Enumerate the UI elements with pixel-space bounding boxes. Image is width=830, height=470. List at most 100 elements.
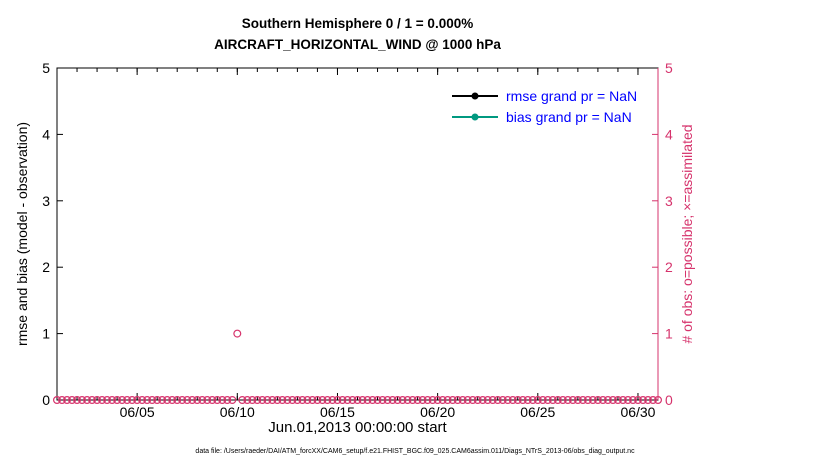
y-right-tick-label: 4 — [665, 126, 673, 142]
y-left-tick-label: 2 — [42, 259, 50, 275]
possible-obs-marker — [438, 396, 447, 405]
possible-obs-marker — [383, 396, 392, 405]
legend-label-bias: bias grand pr = NaN — [506, 108, 632, 125]
possible-obs-marker — [213, 396, 222, 405]
y-right-tick-label: 5 — [665, 60, 673, 76]
possible-obs-marker — [463, 396, 472, 405]
chart-title-line2: AIRCRAFT_HORIZONTAL_WIND @ 1000 hPa — [214, 37, 501, 52]
possible-obs-marker — [288, 396, 297, 405]
possible-obs-marker — [278, 396, 287, 405]
bias-marker-dot — [471, 113, 479, 120]
possible-obs-marker — [488, 396, 497, 405]
x-tick-label: 06/10 — [220, 404, 255, 420]
rmse-marker-dot — [471, 92, 479, 99]
possible-obs-marker — [613, 396, 622, 405]
possible-obs-marker — [243, 396, 252, 405]
possible-obs-marker — [93, 396, 102, 405]
possible-obs-marker — [318, 396, 327, 405]
possible-obs-marker — [353, 396, 362, 405]
possible-obs-marker — [478, 396, 487, 405]
possible-obs-marker — [98, 396, 107, 405]
possible-obs-marker — [448, 396, 457, 405]
possible-obs-marker — [548, 396, 557, 405]
possible-obs-marker — [498, 396, 507, 405]
possible-obs-marker — [68, 396, 77, 405]
legend-label-rmse: rmse grand pr = NaN — [506, 87, 638, 104]
possible-obs-marker — [308, 396, 317, 405]
possible-obs-marker — [593, 396, 602, 405]
possible-obs-marker — [398, 396, 407, 405]
possible-obs-marker — [263, 396, 272, 405]
possible-obs-marker — [583, 396, 592, 405]
possible-obs-marker — [578, 396, 587, 405]
possible-obs-marker — [123, 396, 132, 405]
possible-obs-marker — [523, 396, 532, 405]
possible-obs-marker — [58, 396, 67, 405]
possible-obs-marker — [238, 396, 247, 405]
possible-obs-marker — [183, 396, 192, 405]
possible-obs-marker — [358, 396, 367, 405]
possible-obs-marker — [343, 396, 352, 405]
possible-obs-marker — [423, 396, 432, 405]
possible-obs-marker — [148, 396, 157, 405]
right-axis-label: # of obs: o=possible; ×=assimilated — [679, 124, 695, 344]
possible-obs-marker — [513, 396, 522, 405]
possible-obs-marker — [223, 396, 232, 405]
possible-obs-marker — [233, 329, 242, 338]
legend-item-rmse: rmse grand pr = NaN — [452, 85, 637, 106]
y-left-tick-label: 0 — [42, 392, 50, 408]
y-right-tick-label: 2 — [665, 259, 673, 275]
possible-obs-marker — [83, 396, 92, 405]
possible-obs-marker — [518, 396, 527, 405]
y-left-tick-label: 3 — [42, 193, 50, 209]
possible-obs-marker — [543, 396, 552, 405]
possible-obs-marker — [193, 396, 202, 405]
x-tick-label: 06/30 — [620, 404, 655, 420]
possible-obs-marker — [378, 396, 387, 405]
y-left-tick-label: 1 — [42, 326, 50, 342]
possible-obs-marker — [648, 396, 657, 405]
possible-obs-marker — [128, 396, 137, 405]
possible-obs-marker — [468, 396, 477, 405]
possible-obs-marker — [528, 396, 537, 405]
possible-obs-marker — [553, 396, 562, 405]
possible-obs-marker — [538, 396, 547, 405]
y-right-tick-label: 1 — [665, 326, 673, 342]
possible-obs-marker — [453, 396, 462, 405]
possible-obs-marker — [573, 396, 582, 405]
possible-obs-marker — [103, 396, 112, 405]
possible-obs-marker — [638, 396, 647, 405]
possible-obs-marker — [313, 396, 322, 405]
possible-obs-marker — [63, 396, 72, 405]
possible-obs-marker — [458, 396, 467, 405]
possible-obs-marker — [138, 396, 147, 405]
possible-obs-marker — [633, 396, 642, 405]
y-right-tick-label: 0 — [665, 392, 673, 408]
possible-obs-marker — [108, 396, 117, 405]
possible-obs-marker — [143, 396, 152, 405]
possible-obs-marker — [228, 396, 237, 405]
possible-obs-marker — [218, 396, 227, 405]
possible-obs-marker — [118, 396, 127, 405]
possible-obs-marker — [253, 396, 262, 405]
possible-obs-marker — [338, 396, 347, 405]
possible-obs-marker — [168, 396, 177, 405]
possible-obs-marker — [208, 396, 217, 405]
possible-obs-marker — [248, 396, 257, 405]
possible-obs-marker — [88, 396, 97, 405]
possible-obs-marker — [558, 396, 567, 405]
possible-obs-marker — [588, 396, 597, 405]
legend: rmse grand pr = NaN bias grand pr = NaN — [452, 85, 637, 127]
possible-obs-marker — [153, 396, 162, 405]
possible-obs-marker — [643, 396, 652, 405]
x-tick-label: 06/25 — [520, 404, 555, 420]
possible-obs-marker — [598, 396, 607, 405]
possible-obs-marker — [348, 396, 357, 405]
possible-obs-marker — [508, 396, 517, 405]
possible-obs-marker — [198, 396, 207, 405]
data-file-caption: data file: /Users/raeder/DAI/ATM_forcXX/… — [195, 448, 635, 455]
possible-obs-marker — [473, 396, 482, 405]
possible-obs-marker — [328, 396, 337, 405]
